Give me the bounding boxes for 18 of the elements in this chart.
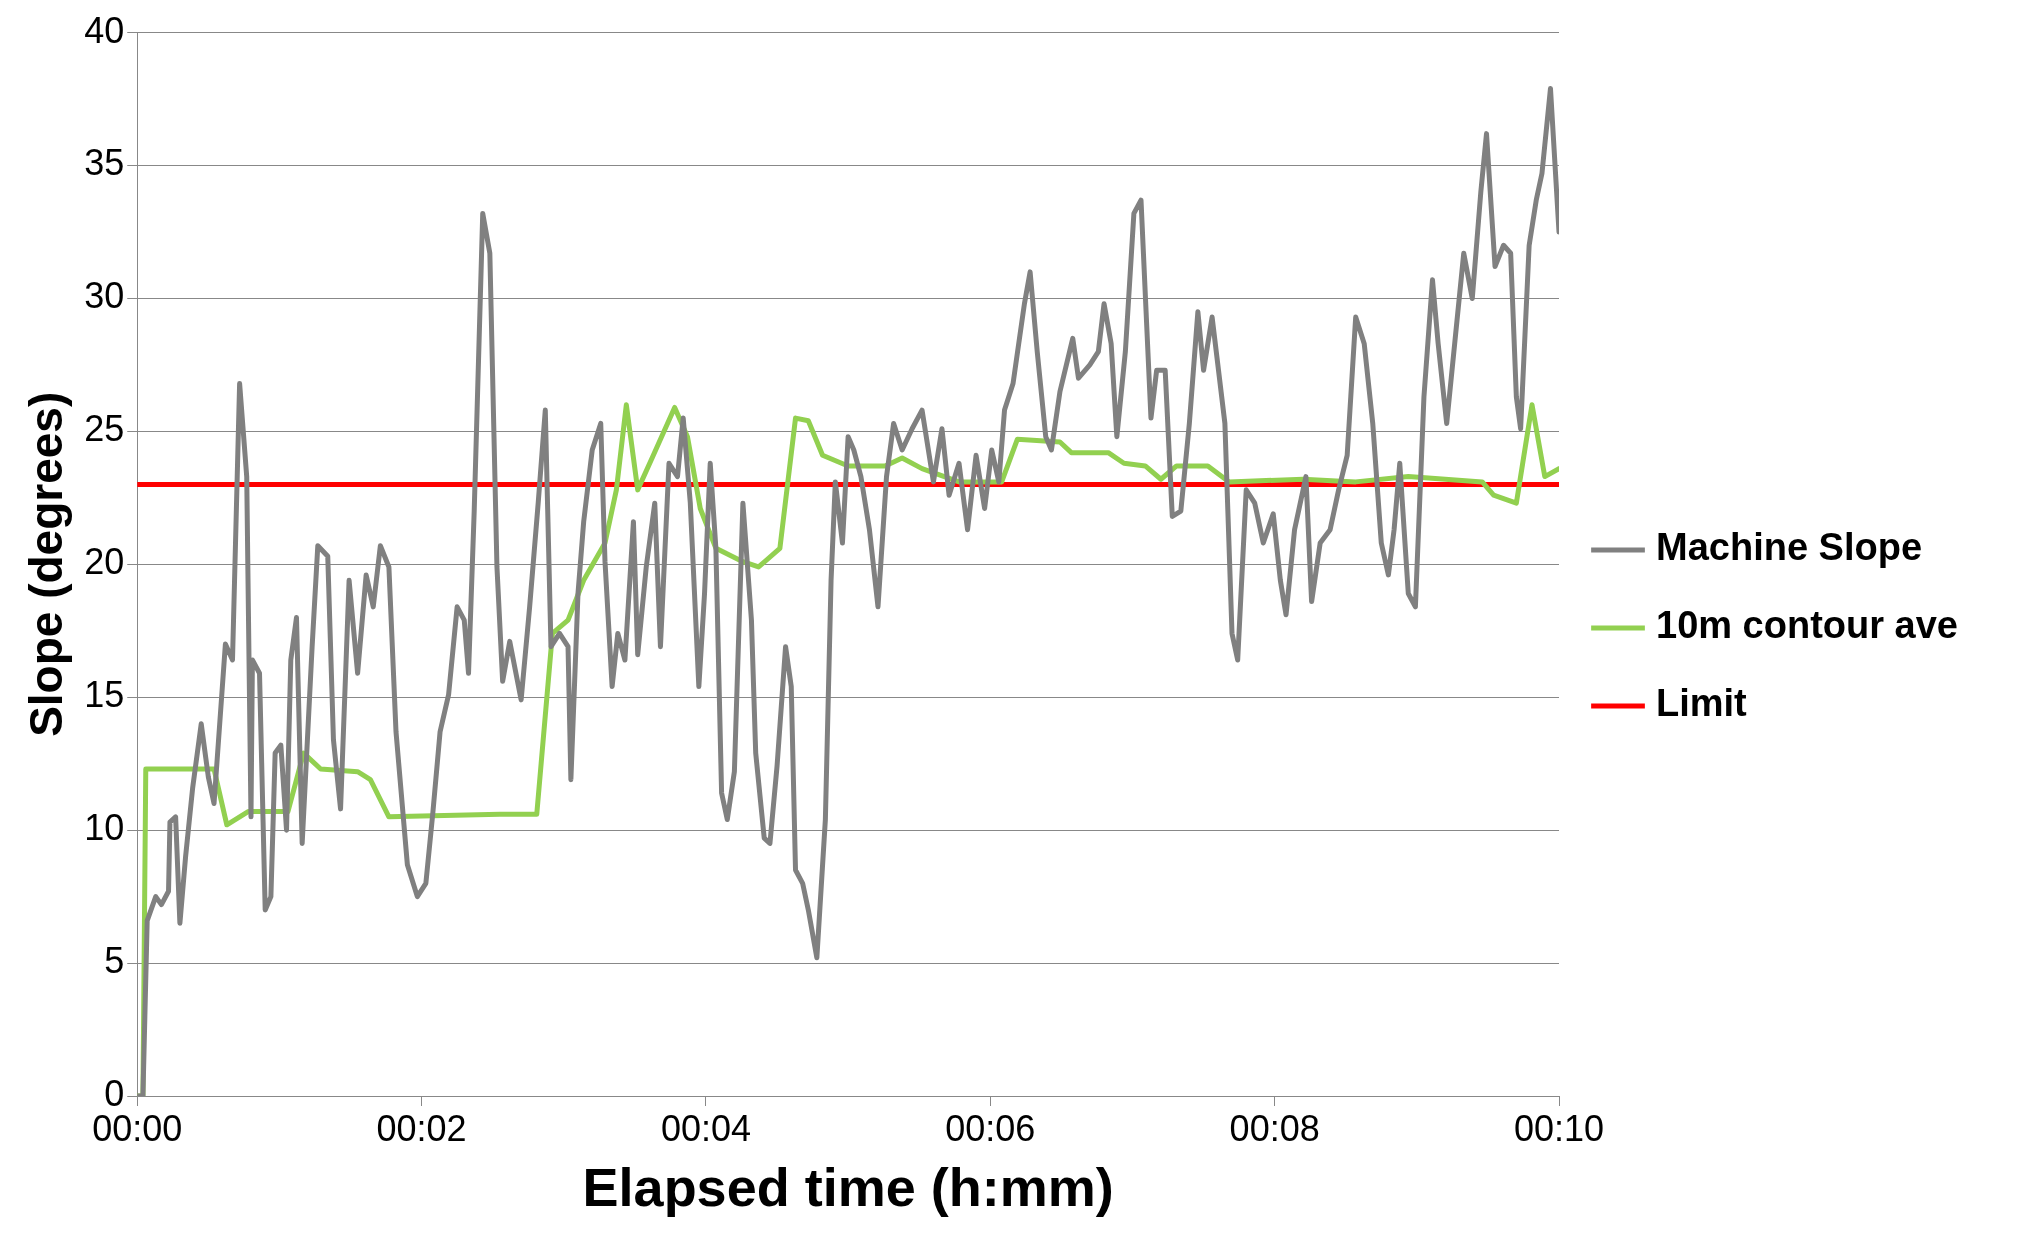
x-tick-label: 00:02	[376, 1107, 467, 1149]
y-tick-label: 25	[84, 408, 125, 450]
y-axis-title: Slope (degrees)	[20, 391, 73, 737]
y-tick-label: 40	[84, 9, 125, 51]
y-tick-label: 20	[84, 541, 125, 583]
x-tick-label: 00:04	[660, 1107, 751, 1149]
y-tick-label: 15	[84, 674, 125, 716]
y-tick-label: 5	[104, 940, 125, 981]
legend-label: Limit	[1656, 682, 1748, 725]
x-tick-label: 00:08	[1229, 1107, 1320, 1149]
y-tick-label: 30	[84, 275, 125, 317]
y-tick-label: 35	[84, 142, 125, 184]
x-tick-label: 00:10	[1513, 1107, 1605, 1149]
legend-label: 10m contour ave	[1656, 604, 1958, 647]
legend-label: Machine Slope	[1656, 526, 1923, 569]
x-axis-title: Elapsed time (h:mm)	[582, 1157, 1114, 1218]
x-tick-label: 00:06	[945, 1107, 1036, 1149]
y-tick-label: 10	[84, 807, 125, 849]
